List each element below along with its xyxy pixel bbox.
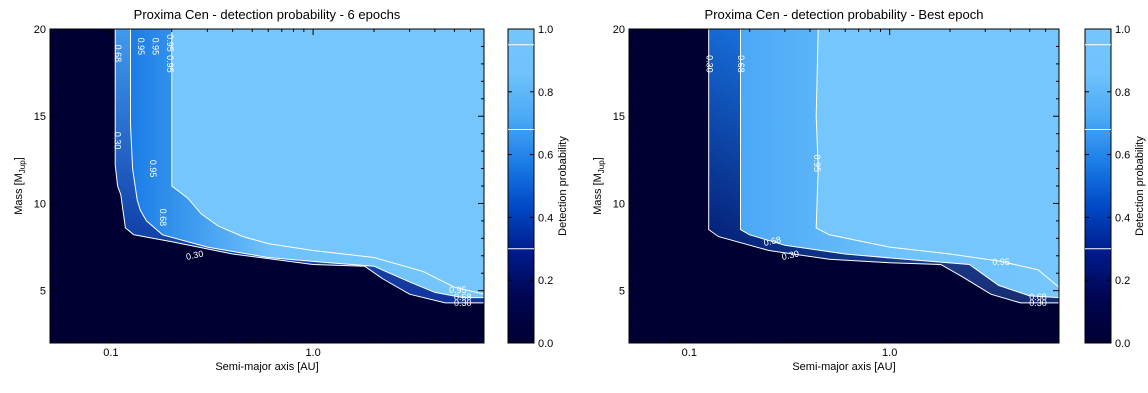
y-axis-label-subscript: Jup [18,160,27,173]
colorbar-tick-label: 0.2 [538,275,553,287]
contour-label: 0.68 [113,45,123,63]
contour-label: 0.68 [158,209,168,227]
y-tick-label: 10 [34,198,46,210]
contour-label: 0.95 [992,257,1010,267]
x-tick-label: 1.0 [305,347,320,359]
contour-label: 0.95 [136,38,146,56]
colorbar-gradient [507,28,535,344]
contour-line-095 [171,29,484,295]
contour-line-030 [114,29,484,304]
contour-label: 0.30 [185,248,204,261]
y-axis-label: Mass [MJup] [592,157,606,215]
panel-best-epoch: 0.300.300.300.680.680.680.950.95Proxima … [592,7,1060,373]
colorbar-6-epochs: 0.0 0.2 0.4 0.6 0.8 1.0 Detection probability [507,24,569,350]
y-tick-label: 15 [34,111,46,123]
x-axis-label: Semi-major axis [AU] [215,361,318,373]
colorbar-tick-label: 0.0 [1115,338,1130,350]
y-axis-label-main: Mass [M [592,173,604,215]
x-tick-label: 0.1 [103,347,118,359]
y-axis-label-end: ] [13,157,25,160]
y-tick-label: 5 [619,286,625,298]
contour-label: 0.95 [148,160,158,178]
colorbar-tick-label: 0.4 [538,212,553,224]
contour-label: 0.30 [704,55,714,73]
x-axis-label: Semi-major axis [AU] [792,361,895,373]
colorbar-tick-label: 0.4 [1115,212,1130,224]
contour-label: 0.95 [165,34,175,52]
colorbar-gradient [1084,28,1112,344]
contour-label: 0.68 [454,292,472,302]
colorbar-tick-label: 0.6 [1115,150,1130,162]
y-tick-label: 15 [613,111,625,123]
y-axis-label: Mass [MJup] [13,157,27,215]
y-axis-label-subscript: Jup [597,160,606,173]
contour-label: 0.95 [449,285,467,295]
contour-line-068 [740,29,1059,299]
contour-label: 0.68 [1029,292,1047,302]
contour-label: 0.68 [736,55,746,73]
y-tick-label: 20 [34,24,46,36]
colorbar-tick-label: 1.0 [1115,24,1130,36]
y-tick-label: 10 [613,198,625,210]
contour-label: 0.95 [812,155,822,173]
chart-title: Proxima Cen - detection probability - Be… [705,7,984,22]
colorbar-label: Detection probability [1134,136,1146,236]
contour-line-030 [708,29,1059,304]
y-tick-label: 5 [40,286,46,298]
contour-label: 0.68 [763,234,782,247]
colorbar-tick-label: 1.0 [538,24,553,36]
contour-line-068 [130,29,484,299]
panel-6-epochs: 0.300.300.300.680.680.680.95 0.95 0.950.95… [13,7,485,373]
x-tick-label: 1.0 [882,347,897,359]
contour-label: 0.30 [1029,298,1047,308]
colorbar-tick-label: 0.8 [538,87,553,99]
contour-label: 0.30 [112,132,122,150]
colorbar-tick-label: 0.8 [1115,87,1130,99]
heatmap-band-095 [171,29,484,295]
x-tick-label: 0.1 [682,347,697,359]
colorbar-label: Detection probability [557,136,569,236]
contour-label: 0.30 [781,248,800,261]
contour-line-095 [815,29,1059,288]
contour-label: 0.95 [165,55,175,73]
colorbar-best-epoch: 0.0 0.2 0.4 0.6 0.8 1.0 Detection probability [1084,24,1146,350]
contour-label: 0.30 [454,298,472,308]
y-axis-label-end: ] [592,157,604,160]
y-axis-label-main: Mass [M [13,173,25,215]
y-tick-label: 20 [613,24,625,36]
colorbar-tick-label: 0.2 [1115,275,1130,287]
chart-title: Proxima Cen - detection probability - 6 … [134,7,401,22]
colorbar-tick-label: 0.6 [538,150,553,162]
contour-label: 0.95 [151,38,161,56]
heatmap-band-095 [816,29,1059,288]
colorbar-tick-label: 0.0 [538,338,553,350]
